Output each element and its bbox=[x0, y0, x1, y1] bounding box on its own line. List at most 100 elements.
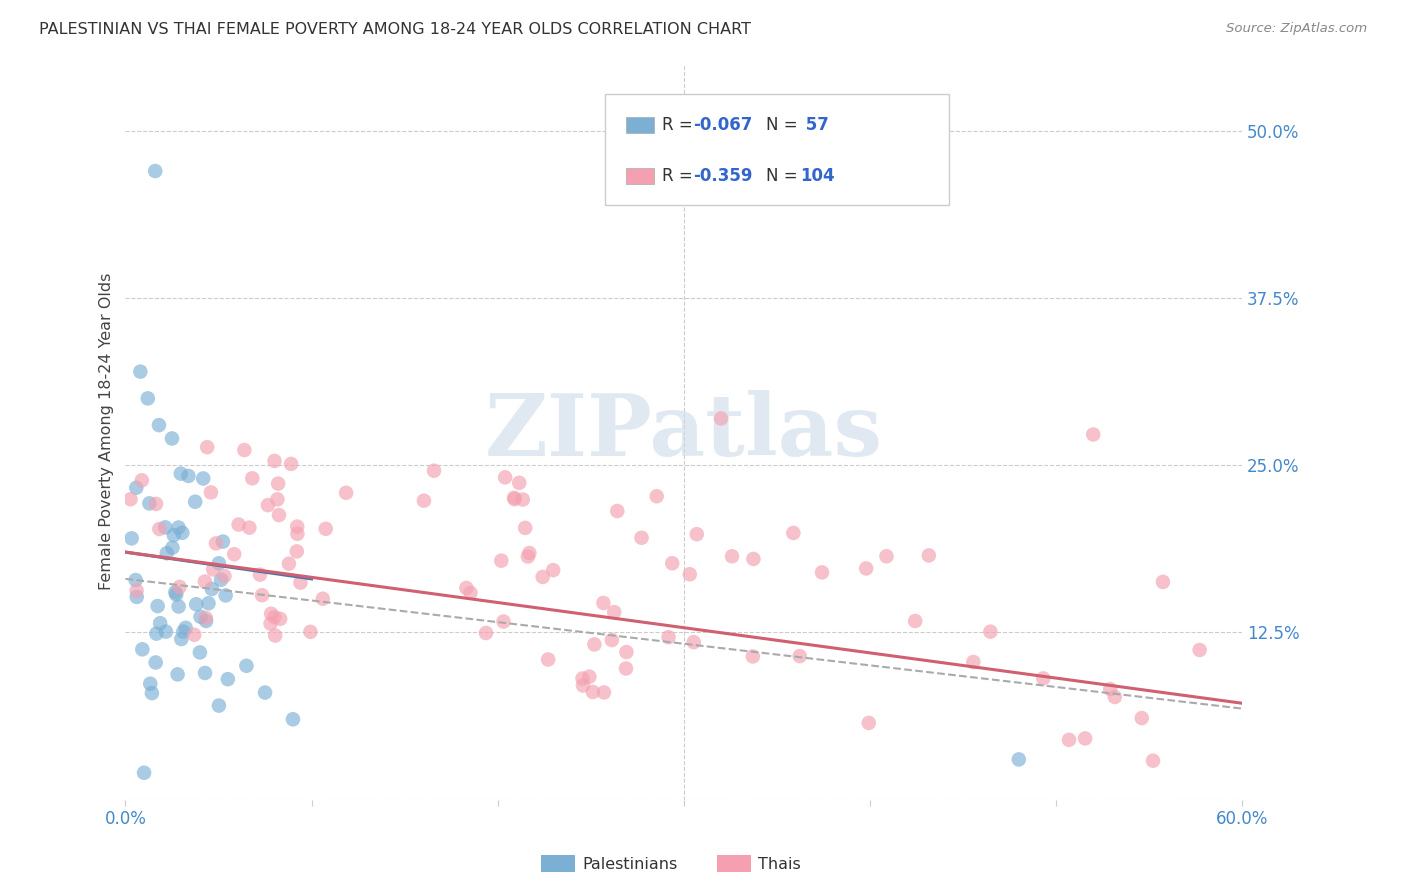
Point bbox=[1008, 752, 1031, 766]
Point bbox=[285, 519, 308, 533]
Text: N =: N = bbox=[766, 116, 803, 134]
Point bbox=[131, 642, 153, 657]
Point bbox=[205, 536, 228, 550]
Point bbox=[264, 629, 287, 643]
Point bbox=[214, 589, 236, 603]
Point bbox=[250, 588, 273, 602]
Point bbox=[312, 591, 335, 606]
Point bbox=[335, 485, 357, 500]
Text: -0.359: -0.359 bbox=[693, 167, 752, 185]
Point bbox=[186, 597, 208, 611]
Point bbox=[299, 624, 322, 639]
Text: 104: 104 bbox=[800, 167, 835, 185]
Text: 57: 57 bbox=[800, 116, 830, 134]
Point bbox=[132, 765, 155, 780]
Point bbox=[277, 557, 299, 571]
Point bbox=[1074, 731, 1097, 746]
Point bbox=[1152, 574, 1174, 589]
Point bbox=[572, 678, 595, 692]
Point bbox=[578, 670, 600, 684]
Point bbox=[515, 521, 537, 535]
Point bbox=[169, 580, 191, 594]
Point bbox=[475, 626, 498, 640]
Text: Source: ZipAtlas.com: Source: ZipAtlas.com bbox=[1226, 22, 1367, 36]
Point bbox=[194, 574, 217, 589]
Point bbox=[193, 471, 215, 485]
Point bbox=[710, 411, 733, 425]
Point bbox=[190, 609, 212, 624]
Point bbox=[266, 492, 288, 507]
Point bbox=[287, 526, 309, 541]
Point bbox=[616, 645, 638, 659]
Point bbox=[125, 590, 148, 604]
Point bbox=[217, 672, 239, 686]
Point bbox=[290, 575, 312, 590]
Point bbox=[686, 527, 709, 541]
Point bbox=[194, 611, 217, 625]
Point bbox=[267, 508, 290, 522]
Point bbox=[139, 676, 162, 690]
Point bbox=[267, 476, 290, 491]
Point bbox=[195, 614, 218, 628]
Point bbox=[121, 532, 143, 546]
Point bbox=[208, 556, 231, 570]
Point bbox=[228, 517, 250, 532]
Point bbox=[531, 570, 554, 584]
Point bbox=[257, 498, 280, 512]
Point bbox=[177, 469, 200, 483]
Point bbox=[516, 549, 538, 564]
Point bbox=[614, 661, 637, 675]
Point bbox=[782, 526, 804, 541]
Point bbox=[423, 464, 446, 478]
Point bbox=[194, 665, 217, 680]
Point bbox=[238, 521, 260, 535]
Point bbox=[491, 554, 513, 568]
Point bbox=[280, 457, 302, 471]
Point bbox=[172, 624, 194, 639]
Point bbox=[160, 432, 183, 446]
Point bbox=[260, 607, 283, 621]
Point bbox=[904, 614, 927, 628]
Point bbox=[145, 626, 167, 640]
Point bbox=[148, 418, 170, 433]
Point bbox=[249, 567, 271, 582]
Point bbox=[979, 624, 1001, 639]
Point bbox=[125, 573, 148, 587]
Point bbox=[145, 497, 167, 511]
Point bbox=[855, 561, 877, 575]
Point bbox=[1057, 732, 1080, 747]
Point bbox=[1104, 690, 1126, 704]
Text: ZIPatlas: ZIPatlas bbox=[485, 390, 883, 474]
Point bbox=[592, 596, 614, 610]
Point bbox=[125, 481, 148, 495]
Point bbox=[875, 549, 897, 564]
Point bbox=[167, 520, 190, 534]
Point bbox=[200, 485, 222, 500]
Point bbox=[1188, 643, 1211, 657]
Point bbox=[456, 581, 478, 595]
Point bbox=[582, 685, 605, 699]
Text: Thais: Thais bbox=[758, 857, 800, 871]
Point bbox=[593, 685, 616, 699]
Point bbox=[125, 583, 148, 598]
Point bbox=[167, 599, 190, 614]
Point bbox=[138, 496, 160, 510]
Point bbox=[1142, 754, 1164, 768]
Point bbox=[162, 541, 184, 555]
Point bbox=[583, 637, 606, 651]
Point bbox=[131, 473, 153, 487]
Point bbox=[512, 492, 534, 507]
Point bbox=[571, 672, 593, 686]
Point bbox=[517, 546, 540, 560]
Point bbox=[645, 489, 668, 503]
Point bbox=[165, 585, 187, 599]
Point bbox=[149, 616, 172, 631]
Point bbox=[170, 467, 193, 481]
Point bbox=[240, 471, 263, 485]
Point bbox=[492, 615, 515, 629]
Point bbox=[156, 546, 179, 560]
Point bbox=[263, 610, 285, 624]
Point bbox=[188, 645, 211, 659]
Text: R =: R = bbox=[662, 167, 699, 185]
Point bbox=[682, 635, 704, 649]
